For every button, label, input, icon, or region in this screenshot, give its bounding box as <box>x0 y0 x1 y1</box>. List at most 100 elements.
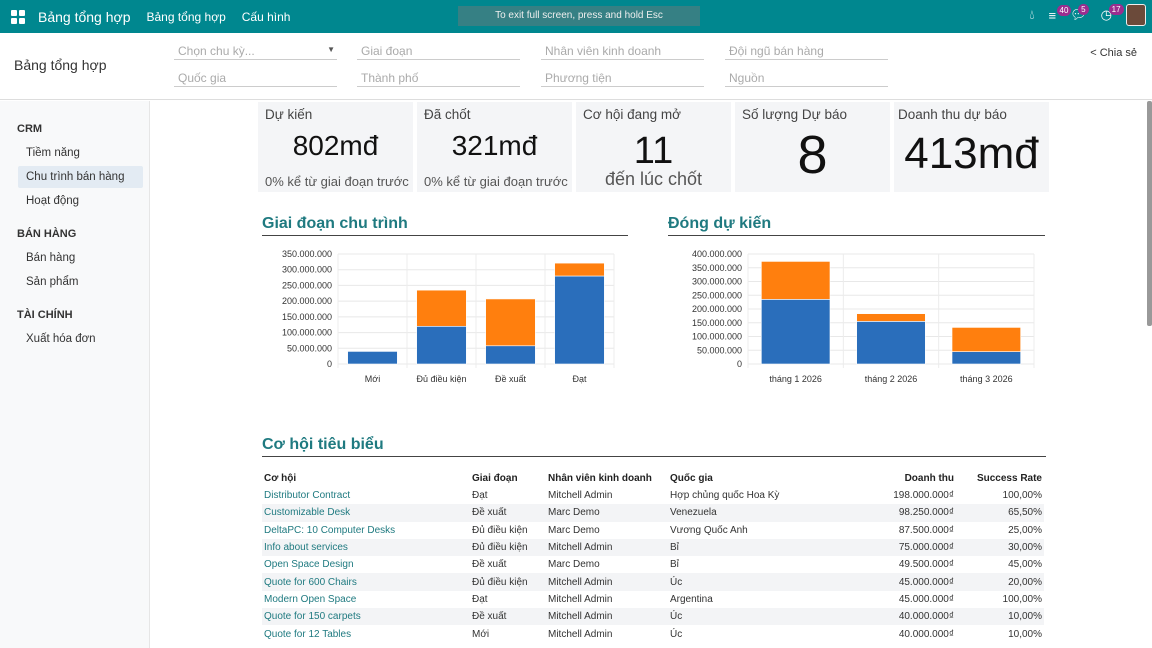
table-row[interactable]: Open Space Design Đề xuất Marc Demo Bỉ 49.50… <box>262 556 1044 573</box>
stage-cell: Đề xuất <box>470 608 546 626</box>
avatar[interactable] <box>1126 4 1146 26</box>
opportunity-link[interactable]: Open Space Design <box>264 559 354 571</box>
table-row[interactable]: DeltaPC: 10 Computer Desks Đủ điều kiện Ma… <box>262 522 1044 539</box>
kpi-closed[interactable]: Đã chốt 321mđ 0% kể từ giai đoạn trước <box>417 102 572 192</box>
kpi-expected[interactable]: Dự kiến 802mđ 0% kể từ giai đoạn trước <box>258 102 413 192</box>
success-rate-cell: 20,00% <box>956 573 1044 591</box>
table-row[interactable]: Quote for 12 Tables Mới Mitchell Admin Úc 40… <box>262 625 1044 642</box>
apps-menu-icon[interactable] <box>11 9 25 24</box>
kpi-label: Dự kiến <box>265 107 313 122</box>
country-filter[interactable]: Quốc gia <box>174 69 337 87</box>
sidebar-item-products[interactable]: Sản phẩm <box>26 276 79 288</box>
y-tick-label: 250.000.000 <box>692 290 742 300</box>
y-tick-label: 350.000.000 <box>282 249 332 259</box>
revenue-cell: 40.000.000₫ <box>848 608 956 626</box>
stage-filter[interactable]: Giai đoạn <box>357 42 520 60</box>
y-tick-label: 350.000.000 <box>692 263 742 273</box>
sidebar-item-invoices[interactable]: Xuất hóa đơn <box>26 333 96 345</box>
bar-segment <box>761 261 831 300</box>
kpi-open-opportunities[interactable]: Cơ hội đang mở 11 đến lúc chốt <box>576 102 731 192</box>
sidebar-item-activities[interactable]: Hoạt động <box>26 195 80 207</box>
chat-icon[interactable]: 💬︎ 5 <box>1070 4 1089 22</box>
success-rate-cell: 25,00% <box>1008 524 1042 536</box>
stage-cell: Mới <box>472 628 490 640</box>
y-tick-label: 300.000.000 <box>692 277 742 287</box>
salesperson-filter[interactable]: Nhân viên kinh doanh <box>541 42 704 60</box>
top-navbar: Bảng tổng hợp Bảng tổng hợp Cấu hình 💧︎ … <box>0 0 1152 33</box>
clock-icon[interactable]: ◷ 17 <box>1101 4 1124 23</box>
drop-icon[interactable]: 💧︎ <box>1029 7 1035 22</box>
sidebar-item-pipeline[interactable]: Chu trình bán hàng <box>18 166 143 188</box>
control-panel: Bảng tổng hợp Chọn chu kỳ... ▼ Giai đoạn … <box>0 33 1152 100</box>
opportunity-link[interactable]: Quote for 600 Chairs <box>262 573 470 591</box>
bar-segment <box>347 351 398 365</box>
bar-segment <box>951 327 1021 352</box>
kpi-forecast-revenue[interactable]: Doanh thu dự báo 413mđ <box>894 102 1049 192</box>
kpi-subtext: đến lúc chốt <box>604 169 703 189</box>
y-tick-label: 0 <box>737 359 742 369</box>
table-row[interactable]: Modern Open Space Đạt Mitchell Admin Argent… <box>262 591 1044 608</box>
success-rate-cell: 45,00% <box>1008 559 1042 571</box>
share-label: Chia sẻ <box>1099 47 1137 59</box>
sidebar-item-sales[interactable]: Bán hàng <box>26 252 76 264</box>
opportunity-link[interactable]: Quote for 12 Tables <box>264 628 352 640</box>
opportunity-link[interactable]: Customizable Desk <box>262 504 470 522</box>
city-filter[interactable]: Thành phố <box>357 69 520 87</box>
kpi-forecast-count[interactable]: Số lượng Dự báo 8 <box>735 102 890 192</box>
col-country[interactable]: Quốc gia <box>670 473 713 484</box>
opportunity-link[interactable]: Quote for 150 carpets <box>262 608 470 626</box>
x-tick-label: tháng 1 2026 <box>769 374 822 384</box>
y-tick-label: 50.000.000 <box>287 343 332 353</box>
medium-filter[interactable]: Phương tiện <box>541 69 704 87</box>
salesperson-cell: Mitchell Admin <box>548 628 613 640</box>
country-cell: Úc <box>668 608 848 626</box>
top-opportunities-title: Cơ hội tiêu biểu <box>262 436 1046 457</box>
bar-segment <box>416 289 467 327</box>
success-rate-cell: 10,00% <box>956 608 1044 626</box>
kpi-label: Doanh thu dự báo <box>898 107 1007 122</box>
col-salesperson[interactable]: Nhân viên kinh doanh <box>548 473 652 484</box>
y-tick-label: 100.000.000 <box>692 332 742 342</box>
salesperson-cell: Mitchell Admin <box>546 608 668 626</box>
opportunity-link[interactable]: DeltaPC: 10 Computer Desks <box>264 524 396 536</box>
table-row[interactable]: Distributor Contract Đạt Mitchell Admin Hợp… <box>262 487 1044 504</box>
period-select[interactable]: Chọn chu kỳ... ▼ <box>174 42 337 60</box>
col-opportunity[interactable]: Cơ hội <box>264 473 297 484</box>
table-row[interactable]: Quote for 150 carpets Đề xuất Mitchell Adm… <box>262 608 1044 626</box>
y-tick-label: 150.000.000 <box>692 318 742 328</box>
bar-segment <box>761 299 831 365</box>
activity-icon[interactable]: ≡ 40 <box>1049 4 1072 23</box>
success-rate-cell: 100,00% <box>1002 490 1042 502</box>
app-title[interactable]: Bảng tổng hợp <box>38 8 131 25</box>
kpi-label: Đã chốt <box>424 107 471 122</box>
share-button[interactable]: < Chia sẻ <box>1090 47 1137 59</box>
col-success-rate[interactable]: Success Rate <box>976 473 1042 484</box>
stage-cell: Đủ điều kiện <box>470 538 546 557</box>
opportunity-link[interactable]: Distributor Contract <box>264 490 351 502</box>
y-tick-label: 200.000.000 <box>692 304 742 314</box>
y-tick-label: 0 <box>327 359 332 369</box>
table-row[interactable]: Quote for 600 Chairs Đủ điều kiện Mitchell… <box>262 573 1044 591</box>
x-tick-label: Mới <box>365 374 380 384</box>
bar-segment <box>856 313 926 322</box>
menu-configuration[interactable]: Cấu hình <box>241 9 291 24</box>
col-revenue[interactable]: Doanh thu <box>904 473 954 484</box>
sidebar: CRM Tiềm năng Chu trình bán hàng Hoạt độ… <box>0 101 150 648</box>
menu-dashboard[interactable]: Bảng tổng hợp <box>146 9 226 24</box>
source-filter[interactable]: Nguồn <box>725 69 888 87</box>
country-cell: Hợp chủng quốc Hoa Kỳ <box>670 490 780 502</box>
x-tick-label: Đạt <box>572 374 587 384</box>
salesperson-cell: Mitchell Admin <box>548 490 613 502</box>
sidebar-section-sales: BÁN HÀNG <box>17 228 77 240</box>
scrollbar[interactable] <box>1147 101 1152 326</box>
kpi-value: 802mđ <box>292 130 379 161</box>
opportunity-link[interactable]: Info about services <box>262 538 470 557</box>
country-cell: Úc <box>670 628 683 640</box>
table-row[interactable]: Info about services Đủ điều kiện Mitchell … <box>262 538 1044 557</box>
sidebar-item-leads[interactable]: Tiềm năng <box>26 147 80 159</box>
col-stage[interactable]: Giai đoạn <box>472 473 518 484</box>
opportunity-link[interactable]: Modern Open Space <box>264 593 357 605</box>
team-filter[interactable]: Đội ngũ bán hàng <box>725 42 888 60</box>
stage-cell: Đủ điều kiện <box>472 524 528 536</box>
table-row[interactable]: Customizable Desk Đề xuất Marc Demo Venezue… <box>262 504 1044 522</box>
